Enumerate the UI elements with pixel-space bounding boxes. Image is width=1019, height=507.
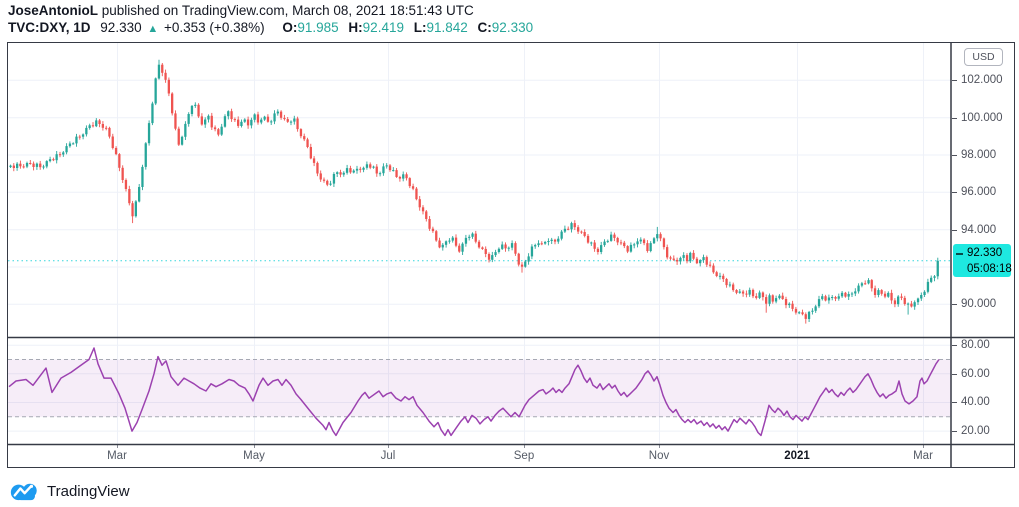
time-axis-tick: May: [243, 450, 265, 462]
tradingview-logo-icon: [10, 483, 37, 500]
price-axis-tick: 102.000: [952, 74, 1003, 86]
price-change: +0.353 (+0.38%): [164, 20, 265, 35]
last-price-axis-label: 92.330 05:08:18: [953, 244, 1012, 277]
last-price: 92.330: [100, 20, 142, 35]
publish-info-line: JoseAntonioL published on TradingView.co…: [8, 2, 474, 19]
close-label: C:: [477, 20, 492, 35]
price-axis-tick: 94.000: [952, 224, 996, 236]
published-text: published on TradingView.com, March 08, …: [98, 3, 474, 18]
time-axis-tick: 2021: [784, 450, 810, 462]
price-axis-tick: 40.00: [952, 396, 990, 408]
open-label: O:: [282, 20, 298, 35]
low-value: 91.842: [426, 20, 468, 35]
high-value: 92.419: [362, 20, 404, 35]
chart-canvas[interactable]: [8, 43, 1014, 467]
time-axis-tick: Mar: [107, 450, 127, 462]
last-price-axis-value: 92.330: [967, 247, 1003, 259]
time-axis-tick: Mar: [913, 450, 933, 462]
price-axis-tick: 98.000: [952, 149, 996, 161]
price-axis-tick: 96.000: [952, 186, 996, 198]
time-axis-tick: Nov: [648, 450, 670, 462]
symbol-info-line: TVC:DXY, 1D 92.330 ▲ +0.353 (+0.38%) O:9…: [8, 19, 533, 38]
up-triangle-icon: ▲: [147, 23, 159, 35]
candle-countdown: 05:08:18: [967, 263, 1012, 275]
symbol-interval: TVC:DXY, 1D: [8, 20, 91, 35]
price-axis-tick: 90.000: [952, 298, 996, 310]
open-value: 91.985: [297, 20, 339, 35]
tradingview-footer[interactable]: TradingView: [10, 479, 130, 503]
time-axis-tick: Jul: [380, 450, 396, 462]
time-axis[interactable]: Mar May Jul Sep Nov 2021 Mar: [8, 445, 950, 468]
close-value: 92.330: [491, 20, 534, 35]
price-axis-tick: 80.00: [952, 339, 990, 351]
time-axis-tick: Sep: [513, 450, 535, 462]
chart-container[interactable]: Mar May Jul Sep Nov 2021 Mar USD 92.330 05:08:…: [7, 42, 1015, 468]
publisher-name: JoseAntonioL: [8, 3, 98, 18]
price-axis-tick: 60.00: [952, 368, 990, 380]
price-axis-tick: 20.00: [952, 425, 990, 437]
high-label: H:: [348, 20, 363, 35]
price-axis-tick: 100.000: [952, 112, 1003, 124]
low-label: L:: [413, 20, 427, 35]
brand-name: TradingView: [47, 482, 130, 500]
currency-badge: USD: [964, 48, 1003, 66]
